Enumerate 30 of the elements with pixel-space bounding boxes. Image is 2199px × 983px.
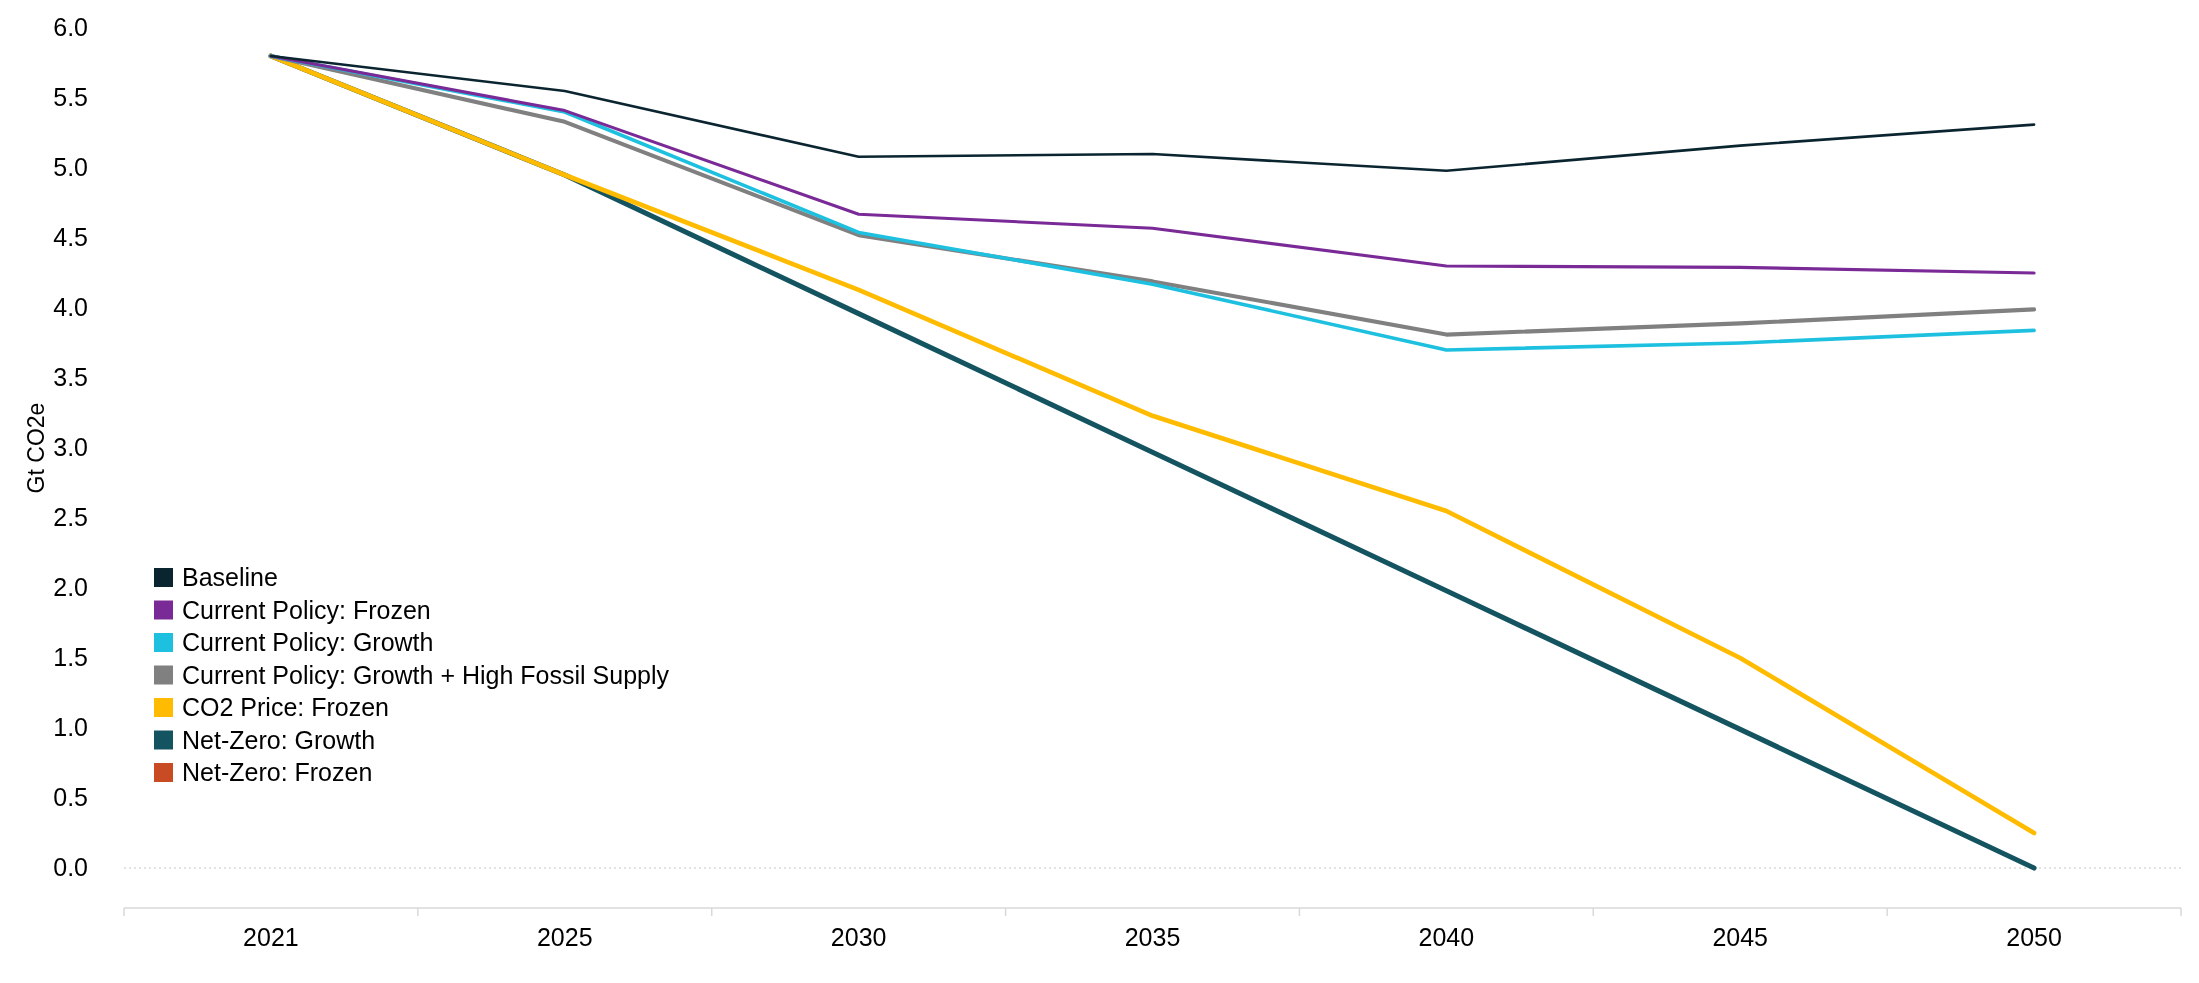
y-tick-label: 2.0 — [53, 573, 88, 601]
x-tick-label: 2021 — [243, 923, 299, 951]
y-tick-label: 4.0 — [53, 293, 88, 321]
legend-label: Current Policy: Frozen — [182, 595, 431, 624]
y-tick-label: 4.5 — [53, 223, 88, 251]
line-series — [269, 54, 2036, 173]
y-tick-label: 1.0 — [53, 713, 88, 741]
y-tick-label: 2.5 — [53, 503, 88, 531]
y-tick-label: 0.5 — [53, 783, 88, 811]
x-tick-label: 2025 — [536, 923, 593, 951]
x-tick-label: 2050 — [2006, 923, 2062, 951]
y-tick-label: 6.0 — [53, 13, 88, 41]
y-tick-label: 3.0 — [53, 433, 88, 461]
legend-label: Current Policy: Growth + High Fossil Supply — [182, 660, 670, 689]
legend-label: Net-Zero: Frozen — [182, 758, 373, 786]
y-tick-label: 0.0 — [53, 853, 88, 881]
y-axis-title: Gt CO2e — [23, 402, 49, 494]
legend-label: Net-Zero: Growth — [182, 725, 376, 754]
x-tick-label: 2040 — [1418, 923, 1475, 951]
x-tick-label: 2030 — [830, 923, 887, 951]
y-tick-label: 5.5 — [53, 83, 88, 111]
line-series — [269, 54, 2036, 275]
y-tick-label: 1.5 — [53, 643, 88, 671]
x-tick-label: 2035 — [1124, 923, 1181, 951]
y-tick-label: 3.5 — [53, 363, 88, 391]
y-tick-label: 5.0 — [53, 153, 88, 181]
legend-label: Baseline — [182, 563, 278, 591]
legend-label: Current Policy: Growth — [182, 628, 434, 656]
x-tick-label: 2045 — [1712, 923, 1769, 951]
legend-label: CO2 Price: Frozen — [182, 693, 390, 721]
